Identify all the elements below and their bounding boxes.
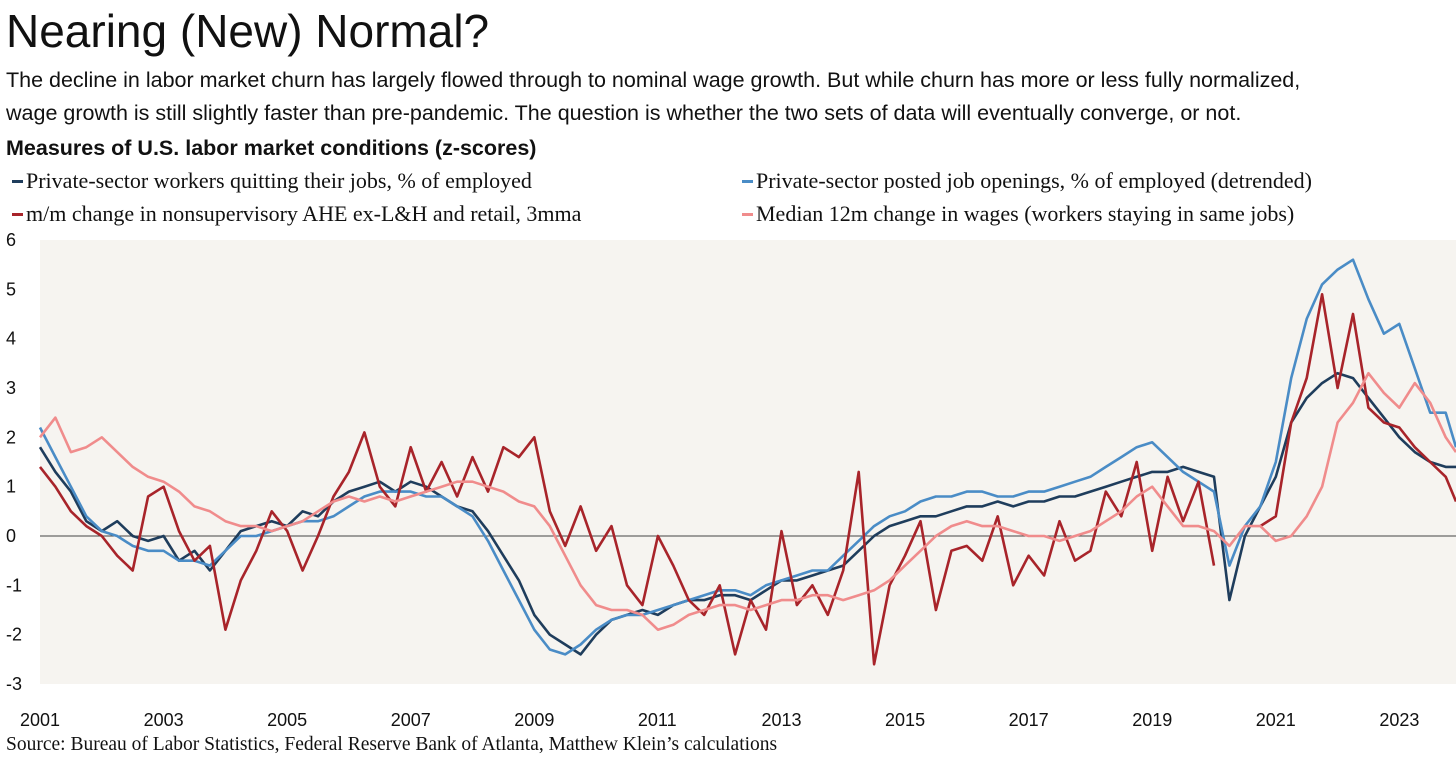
legend-item-ahe: m/m change in nonsupervisory AHE ex-L&H …: [12, 201, 581, 227]
page-title: Nearing (New) Normal?: [6, 5, 490, 57]
subtitle: The decline in labor market churn has la…: [6, 64, 1450, 130]
plot-background: [40, 240, 1456, 684]
subtitle-line-2: wage growth is still slightly faster tha…: [6, 101, 1242, 125]
x-tick-label: 2017: [1009, 710, 1049, 730]
x-tick-label: 2003: [144, 710, 184, 730]
y-tick-label: -1: [6, 575, 22, 595]
subtitle-line-1: The decline in labor market churn has la…: [6, 68, 1301, 92]
y-tick-label: 3: [6, 378, 16, 398]
y-tick-label: 2: [6, 427, 16, 447]
x-tick-label: 2015: [885, 710, 925, 730]
x-tick-label: 2005: [267, 710, 307, 730]
x-tick-label: 2013: [761, 710, 801, 730]
source-note: Source: Bureau of Labor Statistics, Fede…: [6, 734, 778, 755]
y-axis: 6 5 4 3 2 1 0 -1 -2 -3: [6, 230, 22, 694]
x-tick-label: 2023: [1379, 710, 1419, 730]
x-tick-label: 2011: [638, 710, 677, 730]
legend-label-median-wage: Median 12m change in wages (workers stay…: [756, 201, 1295, 226]
legend-label-quits: Private-sector workers quitting their jo…: [26, 168, 532, 193]
ahe-line: [38, 293, 1456, 666]
legend-swatch-median-wage: [742, 212, 753, 216]
legend-label-openings: Private-sector posted job openings, % of…: [756, 168, 1312, 193]
x-tick-label: 2009: [514, 710, 554, 730]
legend-label-ahe: m/m change in nonsupervisory AHE ex-L&H …: [26, 201, 582, 226]
y-tick-label: -3: [6, 674, 22, 694]
series-lines: [38, 258, 1456, 666]
y-tick-label: 6: [6, 230, 16, 250]
chart-title: Measures of U.S. labor market conditions…: [6, 136, 537, 160]
legend-item-median-wage: Median 12m change in wages (workers stay…: [742, 201, 1294, 227]
median-wage-line: [38, 371, 1456, 631]
x-tick-label: 2001: [20, 710, 60, 730]
y-tick-label: 5: [6, 279, 16, 299]
x-tick-label: 2019: [1132, 710, 1172, 730]
x-tick-label: 2021: [1256, 710, 1296, 730]
legend-swatch-quits: [12, 179, 23, 183]
legend-swatch-openings: [742, 179, 753, 183]
legend-item-openings: Private-sector posted job openings, % of…: [742, 168, 1312, 194]
y-tick-label: 1: [6, 477, 16, 497]
x-axis: 2001 2003 2005 2007 2009 2011 2013 2015 2017 2019…: [20, 710, 1419, 730]
y-tick-label: 0: [6, 526, 16, 546]
legend-item-quits: Private-sector workers quitting their jo…: [12, 168, 532, 194]
legend-swatch-ahe: [12, 212, 23, 216]
y-tick-label: 4: [6, 329, 16, 349]
x-tick-label: 2007: [391, 710, 431, 730]
y-tick-label: -2: [6, 625, 22, 645]
